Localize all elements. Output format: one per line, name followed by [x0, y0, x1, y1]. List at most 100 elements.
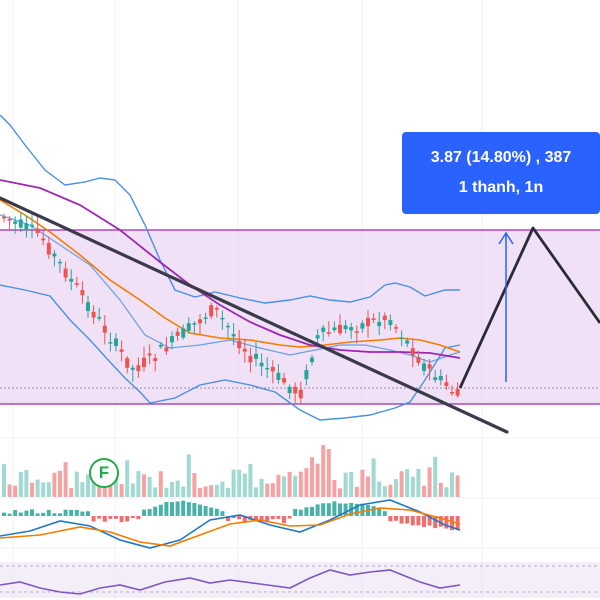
macd-histogram-bar: [343, 503, 348, 516]
macd-histogram-bar: [74, 509, 79, 516]
volume-bar: [248, 463, 253, 497]
volume-bar: [444, 487, 449, 497]
candle-body: [153, 358, 158, 362]
volume-bar: [52, 472, 57, 497]
candle-body: [231, 334, 236, 337]
volume-bar: [343, 472, 348, 497]
macd-histogram-bar: [326, 503, 331, 516]
volume-bar: [310, 457, 314, 497]
macd-histogram-bar: [198, 504, 202, 516]
volume-bar: [147, 476, 152, 497]
candle-body: [119, 349, 124, 352]
macd-histogram-bar: [175, 501, 180, 516]
volume-bar: [438, 482, 443, 497]
candle-body: [321, 327, 326, 332]
volume-bar: [254, 487, 258, 497]
candle-body: [147, 353, 152, 356]
macd-histogram-bar: [416, 516, 421, 526]
macd-histogram-bar: [220, 511, 225, 516]
macd-histogram-bar: [444, 516, 449, 529]
macd-histogram-bar: [405, 516, 410, 524]
macd-histogram-bar: [80, 511, 85, 516]
volume-bar: [74, 471, 79, 497]
macd-histogram-bar: [254, 516, 258, 521]
macd-histogram-bar: [214, 508, 219, 516]
financial-flag-icon[interactable]: F: [89, 458, 119, 488]
macd-histogram-bar: [119, 516, 124, 523]
volume-bar: [114, 470, 118, 497]
candle-body: [198, 319, 202, 324]
candle-body: [97, 317, 102, 319]
candle-body: [13, 221, 18, 224]
flag-label: F: [98, 463, 110, 482]
measure-tooltip-bars: 1 thanh, 1n: [458, 179, 544, 196]
macd-histogram-bar: [35, 513, 40, 516]
volume-bar: [382, 485, 387, 497]
macd-histogram-bar: [315, 504, 320, 516]
macd-histogram-bar: [276, 516, 281, 519]
volume-bar: [203, 486, 208, 497]
candle-body: [2, 216, 6, 219]
candle-body: [410, 348, 415, 356]
candle-body: [142, 357, 146, 368]
candle-body: [237, 340, 242, 348]
volume-bar: [158, 471, 163, 497]
macd-histogram-bar: [282, 516, 286, 523]
candle-body: [24, 223, 29, 231]
macd-histogram-bar: [125, 516, 130, 522]
macd-histogram-bar: [377, 507, 382, 516]
volume-bar: [164, 487, 169, 497]
volume-bar: [35, 479, 40, 497]
volume-bar: [46, 482, 51, 497]
candle-body: [30, 224, 34, 227]
macd-histogram-bar: [226, 516, 230, 522]
candle-body: [427, 364, 432, 369]
arrow-up-icon: [498, 231, 514, 245]
macd-histogram-bar: [433, 516, 438, 529]
candle-body: [310, 357, 314, 363]
candle-body: [203, 317, 208, 319]
volume-bar: [298, 471, 303, 497]
candle-body: [382, 315, 387, 320]
volume-bar: [332, 479, 337, 497]
volume-bar: [192, 473, 197, 497]
macd-histogram-bar: [153, 506, 158, 516]
candle-body: [388, 320, 393, 326]
macd-histogram-bar: [265, 516, 270, 523]
candle-body: [102, 325, 107, 333]
volume-bar: [433, 456, 438, 497]
macd-histogram-bar: [13, 509, 18, 516]
volume-bar: [416, 469, 421, 497]
macd-histogram-bar: [399, 516, 404, 524]
volume-bar: [181, 486, 186, 497]
candle-body: [69, 278, 74, 282]
volume-bar: [427, 467, 432, 497]
volume-bar: [125, 460, 130, 497]
candle-body: [254, 353, 258, 359]
macd-histogram-bar: [147, 509, 152, 516]
candle-body: [125, 358, 130, 368]
volume-bar: [198, 487, 202, 497]
macd-histogram-bar: [310, 506, 314, 516]
volume-bar: [293, 475, 298, 497]
macd-histogram-bar: [371, 506, 376, 516]
volume-bar: [360, 469, 365, 497]
candle-body: [164, 347, 169, 352]
volume-bar: [349, 472, 354, 497]
volume-bar: [276, 474, 281, 497]
volume-bar: [108, 481, 113, 497]
volume-bar: [130, 483, 135, 497]
candle-body: [226, 325, 230, 328]
macd-histogram-bar: [30, 509, 34, 516]
candle-body: [136, 365, 141, 372]
volume-bar: [270, 483, 275, 497]
candle-body: [86, 302, 90, 311]
volume-bar: [304, 468, 309, 497]
volume-bar: [86, 474, 90, 497]
rsi-line: [0, 569, 461, 595]
volume-bar: [399, 471, 404, 497]
macd-histogram-bar: [142, 509, 146, 516]
candle-body: [175, 331, 180, 336]
candle-body: [80, 290, 85, 296]
